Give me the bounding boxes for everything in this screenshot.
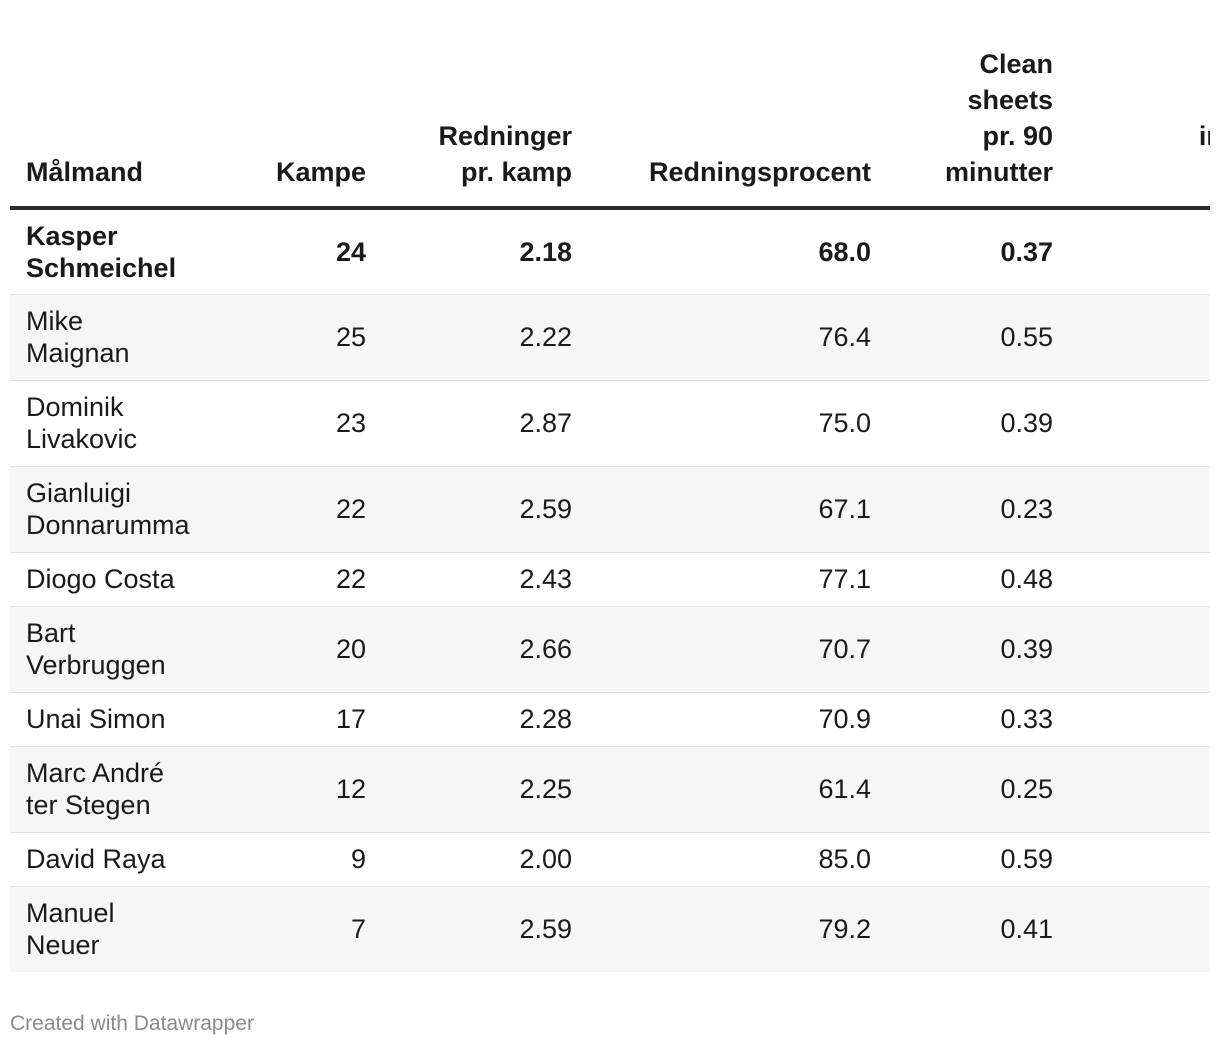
- kampe-cell: 22: [216, 466, 366, 553]
- redningsprocent-cell: 76.4: [572, 294, 871, 381]
- redninger-cell: 2.18: [366, 208, 572, 295]
- player-name-cell: Bart Verbruggen: [10, 606, 216, 693]
- table-row: Dominik Livakovic 23 2.87 75.0 0.39: [10, 380, 1210, 467]
- indkassere-cell: [1053, 552, 1210, 607]
- header-row: Målmand Kampe Redninger pr. kamp Redning…: [10, 0, 1210, 210]
- redninger-cell: 2.59: [366, 886, 572, 972]
- player-name-cell: Dominik Livakovic: [10, 380, 216, 467]
- redningsprocent-cell: 77.1: [572, 552, 871, 607]
- kampe-cell: 22: [216, 552, 366, 607]
- table-row: Unai Simon 17 2.28 70.9 0.33: [10, 692, 1210, 747]
- redningsprocent-cell: 85.0: [572, 832, 871, 887]
- indkassere-cell: [1053, 692, 1210, 747]
- redningsprocent-cell: 75.0: [572, 380, 871, 467]
- indkassere-cell: [1053, 294, 1210, 381]
- redningsprocent-cell: 67.1: [572, 466, 871, 553]
- redningsprocent-cell: 68.0: [572, 208, 871, 295]
- column-header-indkassere[interactable]: indkassere pr. 90: [1053, 0, 1210, 210]
- redninger-cell: 2.25: [366, 746, 572, 833]
- kampe-cell: 17: [216, 692, 366, 747]
- clean-sheets-cell: 0.23: [871, 466, 1053, 553]
- kampe-cell: 24: [216, 208, 366, 295]
- player-name-cell: Marc André ter Stegen: [10, 746, 216, 833]
- indkassere-cell: [1053, 208, 1210, 295]
- kampe-cell: 12: [216, 746, 366, 833]
- clean-sheets-cell: 0.55: [871, 294, 1053, 381]
- table-row: Manuel Neuer 7 2.59 79.2 0.41: [10, 886, 1210, 972]
- table-row: Kasper Schmeichel 24 2.18 68.0 0.37: [10, 208, 1210, 295]
- goalkeeper-table: Målmand Kampe Redninger pr. kamp Redning…: [10, 0, 1210, 972]
- indkassere-cell: [1053, 832, 1210, 887]
- redningsprocent-cell: 79.2: [572, 886, 871, 972]
- column-header-redninger-pr-kamp[interactable]: Redninger pr. kamp: [366, 0, 572, 210]
- indkassere-cell: [1053, 886, 1210, 972]
- redninger-cell: 2.43: [366, 552, 572, 607]
- clean-sheets-cell: 0.37: [871, 208, 1053, 295]
- table-header: Målmand Kampe Redninger pr. kamp Redning…: [10, 0, 1210, 210]
- column-header-redningsprocent[interactable]: Redningsprocent: [572, 0, 871, 210]
- player-name-cell: Diogo Costa: [10, 552, 216, 607]
- column-header-malmand[interactable]: Målmand: [10, 0, 216, 210]
- player-name-cell: David Raya: [10, 832, 216, 887]
- table-row: Marc André ter Stegen 12 2.25 61.4 0.25: [10, 746, 1210, 833]
- kampe-cell: 9: [216, 832, 366, 887]
- player-name-cell: Kasper Schmeichel: [10, 208, 216, 295]
- table-body: Kasper Schmeichel 24 2.18 68.0 0.37 Mike Maig…: [10, 208, 1210, 972]
- kampe-cell: 7: [216, 886, 366, 972]
- datawrapper-credit[interactable]: Created with Datawrapper: [10, 1012, 254, 1035]
- redningsprocent-cell: 70.7: [572, 606, 871, 693]
- column-header-kampe[interactable]: Kampe: [216, 0, 366, 210]
- table-row: Diogo Costa 22 2.43 77.1 0.48: [10, 552, 1210, 607]
- clean-sheets-cell: 0.33: [871, 692, 1053, 747]
- indkassere-cell: [1053, 380, 1210, 467]
- clean-sheets-cell: 0.39: [871, 606, 1053, 693]
- table-row: David Raya 9 2.00 85.0 0.59: [10, 832, 1210, 887]
- clean-sheets-cell: 0.59: [871, 832, 1053, 887]
- kampe-cell: 25: [216, 294, 366, 381]
- player-name-cell: Mike Maignan: [10, 294, 216, 381]
- redninger-cell: 2.00: [366, 832, 572, 887]
- clean-sheets-cell: 0.48: [871, 552, 1053, 607]
- clean-sheets-cell: 0.39: [871, 380, 1053, 467]
- table-row: Bart Verbruggen 20 2.66 70.7 0.39: [10, 606, 1210, 693]
- clean-sheets-cell: 0.41: [871, 886, 1053, 972]
- kampe-cell: 23: [216, 380, 366, 467]
- table-container: Målmand Kampe Redninger pr. kamp Redning…: [10, 0, 1210, 1048]
- kampe-cell: 20: [216, 606, 366, 693]
- indkassere-cell: [1053, 746, 1210, 833]
- player-name-cell: Unai Simon: [10, 692, 216, 747]
- redninger-cell: 2.66: [366, 606, 572, 693]
- clean-sheets-cell: 0.25: [871, 746, 1053, 833]
- column-header-clean-sheets[interactable]: Clean sheets pr. 90 minutter: [871, 0, 1053, 210]
- indkassere-cell: [1053, 606, 1210, 693]
- player-name-cell: Gianluigi Donnarumma: [10, 466, 216, 553]
- redninger-cell: 2.28: [366, 692, 572, 747]
- redningsprocent-cell: 70.9: [572, 692, 871, 747]
- indkassere-cell: [1053, 466, 1210, 553]
- redningsprocent-cell: 61.4: [572, 746, 871, 833]
- player-name-cell: Manuel Neuer: [10, 886, 216, 972]
- redninger-cell: 2.59: [366, 466, 572, 553]
- table-row: Gianluigi Donnarumma 22 2.59 67.1 0.23: [10, 466, 1210, 553]
- table-row: Mike Maignan 25 2.22 76.4 0.55: [10, 294, 1210, 381]
- redninger-cell: 2.87: [366, 380, 572, 467]
- redninger-cell: 2.22: [366, 294, 572, 381]
